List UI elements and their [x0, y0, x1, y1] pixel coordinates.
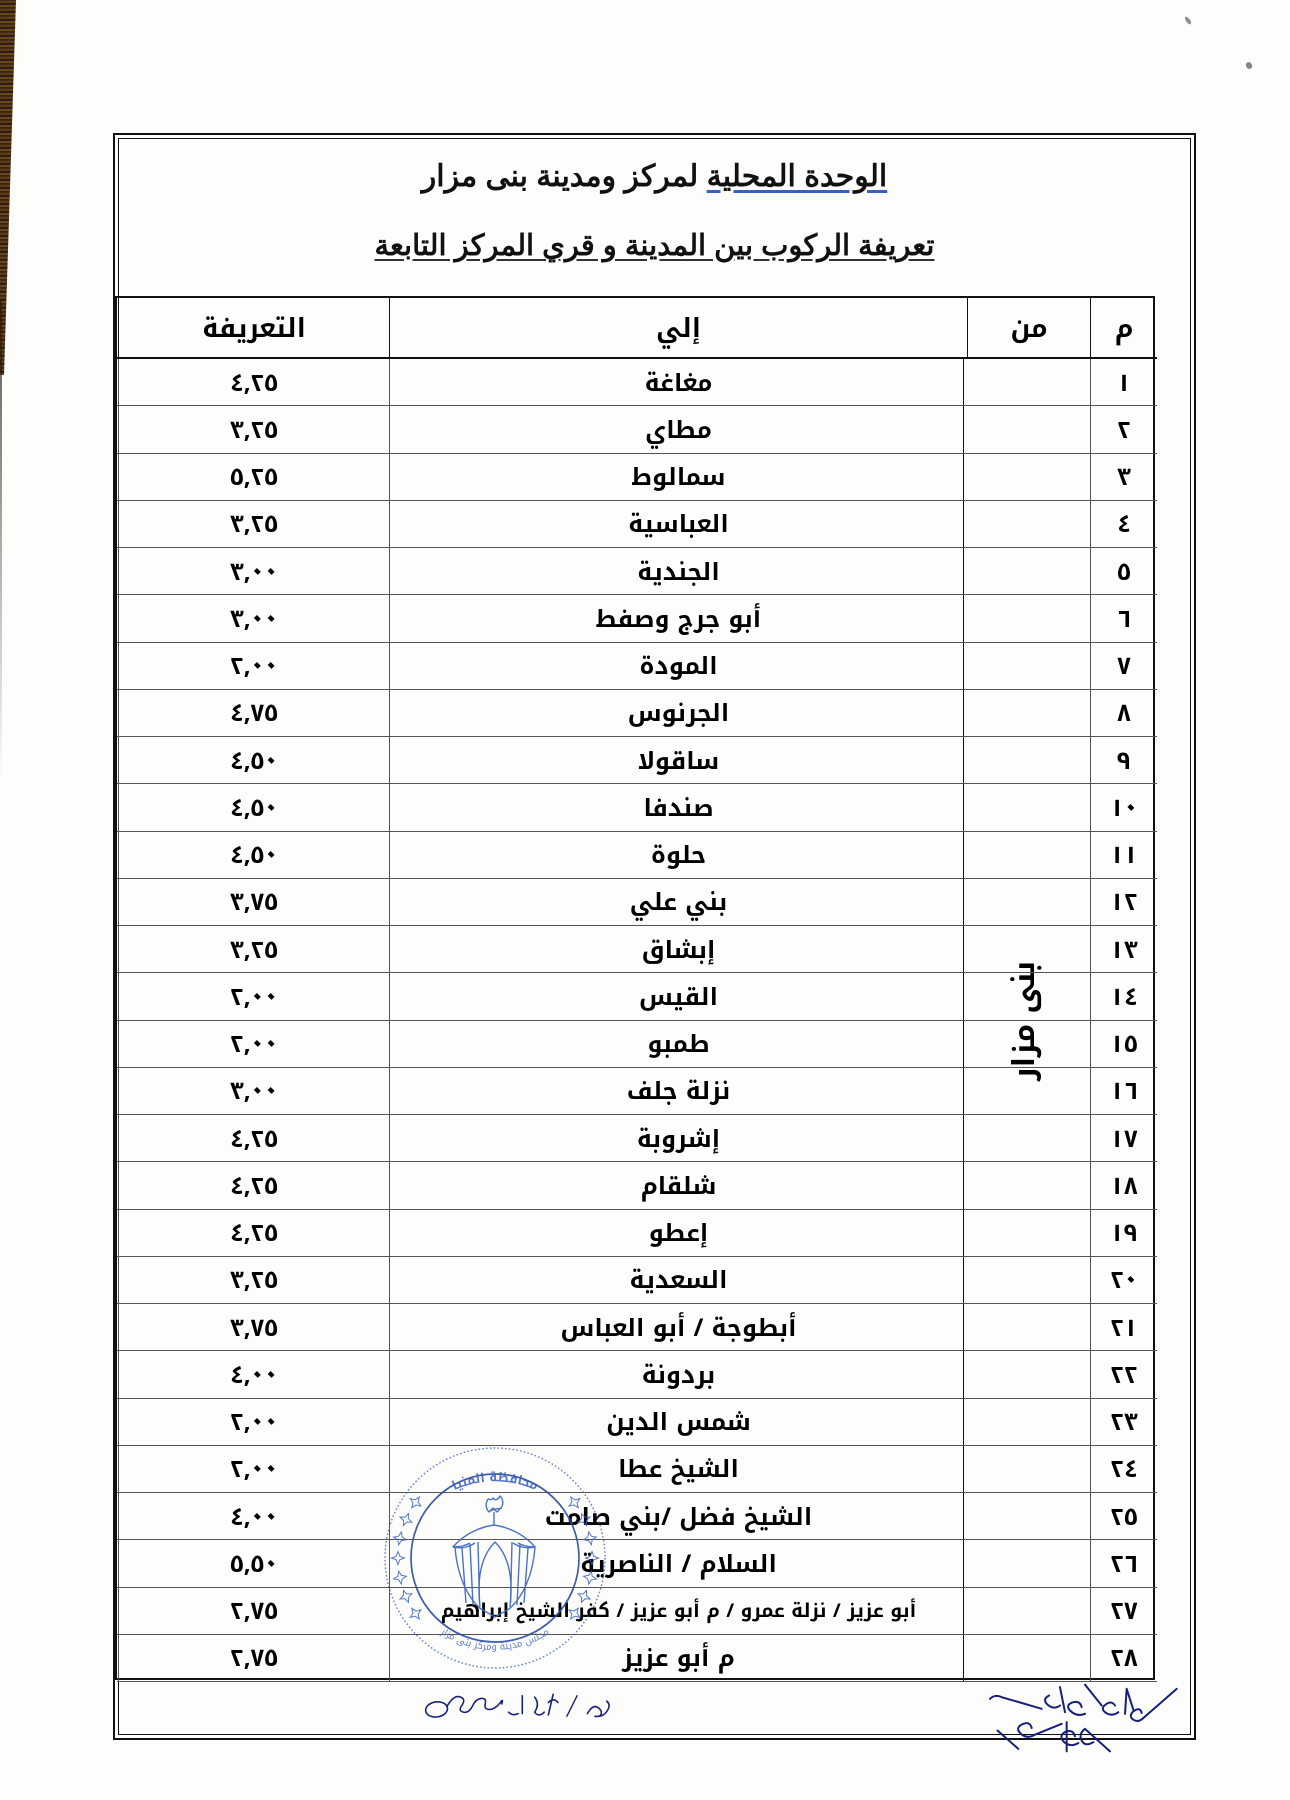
svg-text:مجلس مدينة ومركز بنى مزار: مجلس مدينة ومركز بنى مزار — [436, 1623, 553, 1656]
